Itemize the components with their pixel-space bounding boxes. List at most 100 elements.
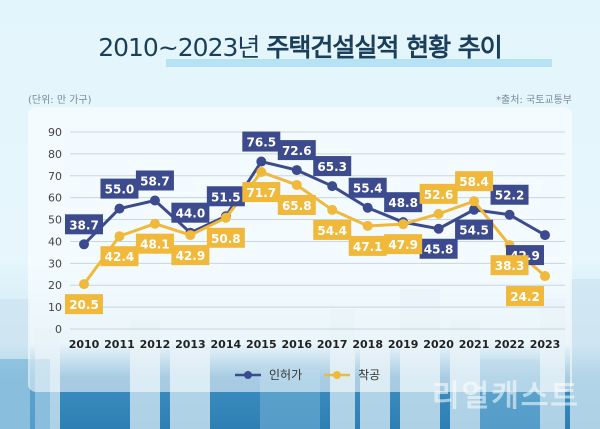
data-point-starts: [79, 279, 89, 290]
data-label-permits: 72.6: [282, 144, 312, 158]
data-label-bg-permits: [65, 214, 103, 235]
legend-label-permits: 인허가: [269, 368, 303, 382]
legend: 인허가 착공: [235, 366, 380, 383]
data-label-permits: 45.8: [424, 243, 454, 257]
data-label-bg-starts: [348, 235, 387, 256]
data-point-starts: [149, 218, 160, 229]
x-tick-label: 2016: [281, 338, 312, 351]
data-point-starts: [220, 212, 231, 223]
legend-marker-permits: [235, 370, 261, 379]
data-point-permits: [256, 156, 267, 167]
data-point-permits: [149, 195, 160, 206]
data-label-starts: 20.5: [69, 298, 99, 312]
data-label-bg-starts: [242, 182, 281, 203]
data-point-starts: [256, 167, 267, 178]
x-tick-label: 2019: [388, 338, 419, 351]
data-label-bg-permits: [490, 184, 529, 205]
data-label-bg-permits: [313, 156, 352, 177]
data-point-starts: [398, 219, 409, 230]
data-label-bg-starts: [490, 255, 529, 276]
data-label-bg-starts: [313, 219, 352, 240]
x-tick-label: 2011: [104, 338, 135, 351]
legend-label-starts: 착공: [358, 368, 381, 382]
data-point-permits: [327, 181, 338, 192]
data-point-permits: [114, 203, 125, 214]
data-label-permits: 55.4: [353, 182, 383, 196]
y-tick-label: 20: [48, 279, 62, 292]
source-note: *출처: 국토교통부: [496, 95, 572, 106]
unit-note: (단위: 만 가구): [28, 95, 92, 106]
data-point-permits: [362, 202, 373, 213]
data-label-permits: 52.2: [495, 189, 525, 203]
data-label-permits: 58.7: [140, 175, 170, 189]
x-tick-label: 2022: [494, 338, 525, 351]
x-tick-label: 2017: [317, 338, 348, 351]
y-tick-label: 30: [48, 257, 62, 270]
data-label-bg-starts: [65, 294, 103, 315]
series-line-permits: [82, 160, 546, 246]
x-tick-label: 2015: [246, 338, 277, 351]
data-label-bg-permits: [277, 140, 316, 161]
y-tick-label: 50: [48, 214, 62, 227]
data-label-bg-permits: [206, 186, 245, 207]
data-label-bg-permits: [348, 177, 387, 198]
x-tick-label: 2020: [423, 338, 454, 351]
y-tick-label: 0: [55, 323, 62, 336]
data-label-permits: 48.8: [388, 196, 418, 210]
data-label-bg-starts: [455, 171, 494, 192]
data-label-bg-starts: [206, 227, 245, 248]
data-label-bg-permits: [171, 202, 210, 223]
data-label-permits: 51.5: [211, 190, 241, 204]
x-tick-label: 2018: [352, 338, 383, 351]
x-tick-label: 2023: [530, 338, 561, 351]
data-label-bg-starts: [419, 183, 458, 204]
data-point-permits: [504, 209, 515, 220]
data-point-permits: [469, 204, 480, 215]
data-label-permits: 54.5: [459, 224, 489, 238]
data-label-permits: 44.0: [176, 207, 206, 221]
data-label-bg-permits: [135, 170, 174, 191]
data-point-permits: [79, 239, 89, 250]
data-label-starts: 47.9: [388, 238, 418, 252]
data-label-starts: 50.8: [211, 232, 241, 246]
legend-item-permits: 인허가: [235, 366, 302, 383]
x-tick-label: 2013: [175, 338, 206, 351]
data-label-bg-permits: [100, 178, 139, 199]
x-tick-label: 2021: [459, 338, 490, 351]
x-tick-label: 2012: [140, 338, 171, 351]
x-tick-label: 2014: [211, 338, 242, 351]
data-label-permits: 65.3: [317, 160, 347, 174]
data-label-bg-permits: [384, 192, 423, 213]
data-point-starts: [114, 231, 125, 242]
data-label-starts: 42.4: [105, 250, 135, 264]
data-point-starts: [327, 204, 338, 215]
data-point-permits: [291, 165, 302, 176]
chart-title: 2010~2023년 주택건설실적 현황 추이: [0, 28, 600, 67]
data-label-bg-permits: [419, 238, 458, 259]
data-label-bg-starts: [277, 194, 316, 215]
data-label-starts: 24.2: [510, 290, 540, 304]
data-label-permits: 76.5: [247, 136, 277, 150]
data-point-starts: [433, 208, 444, 219]
data-point-starts: [185, 230, 196, 241]
data-label-permits: 38.7: [69, 218, 99, 232]
title-main: 주택건설실적 현황 추이: [266, 33, 502, 62]
data-point-permits: [540, 230, 550, 241]
data-label-bg-starts: [171, 245, 210, 266]
data-label-starts: 42.9: [176, 249, 206, 263]
data-label-starts: 71.7: [247, 186, 277, 200]
data-point-starts: [291, 179, 302, 190]
y-tick-label: 60: [48, 192, 62, 205]
data-point-permits: [433, 223, 444, 234]
y-tick-label: 40: [48, 235, 62, 248]
data-point-starts: [469, 196, 480, 207]
legend-item-starts: 착공: [324, 366, 380, 383]
data-label-starts: 48.1: [140, 238, 170, 252]
data-label-bg-starts: [506, 286, 544, 307]
data-label-starts: 38.3: [495, 259, 525, 273]
data-label-permits: 55.0: [105, 183, 135, 197]
y-tick-label: 10: [48, 301, 62, 314]
data-point-starts: [540, 271, 550, 282]
legend-marker-starts: [324, 370, 351, 379]
